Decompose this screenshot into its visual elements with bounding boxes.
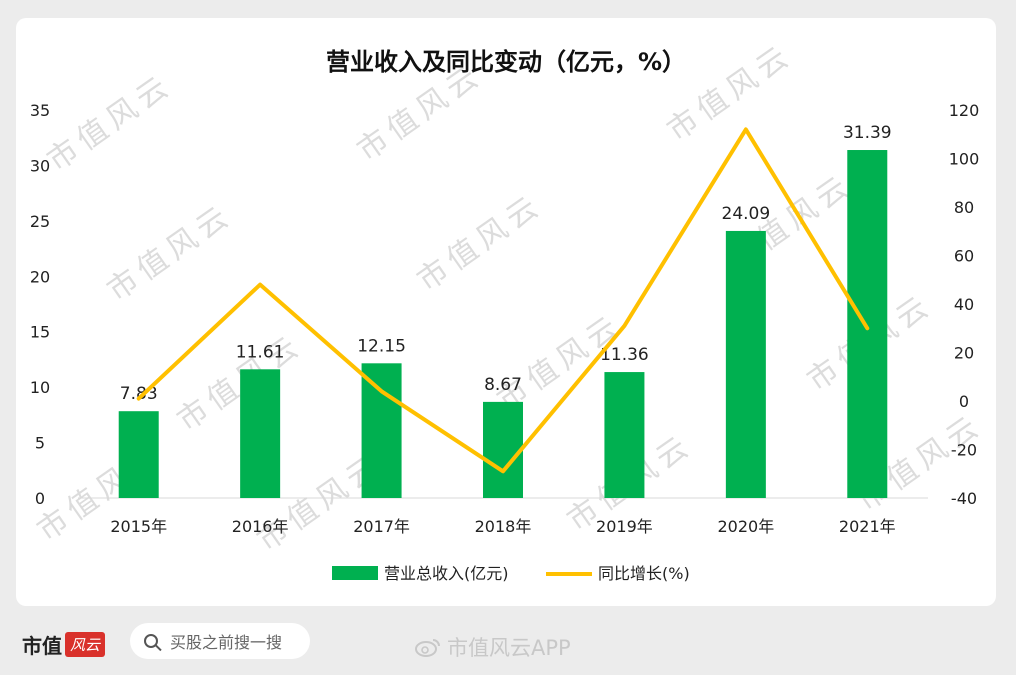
y-right-tick-label: -20 xyxy=(951,441,977,460)
y-left-tick-label: 25 xyxy=(30,212,50,231)
combo-chart: 营业收入及同比变动（亿元，%） 0 5 10 15 20 25 30 35 -40 -20 0 20 40… xyxy=(30,48,980,583)
bar-data-label: 11.36 xyxy=(600,345,649,365)
y-right-tick-label: 100 xyxy=(949,150,980,169)
x-tick-label: 2021年 xyxy=(839,517,896,536)
bar xyxy=(847,150,888,499)
y-right-tick-label: -40 xyxy=(951,489,977,508)
y-left-tick-label: 35 xyxy=(30,101,50,120)
chart-card: 市值风云 市值风云 市值风云 市值风云 市值风云 市值风云 市值风云 市值风云 … xyxy=(16,18,996,606)
y-right-tick-label: 80 xyxy=(954,198,974,217)
y-left-tick-label: 15 xyxy=(30,323,50,342)
legend-bar-label: 营业总收入(亿元) xyxy=(384,564,509,583)
bar xyxy=(118,411,159,498)
bar xyxy=(725,230,766,499)
bar xyxy=(240,369,281,498)
bar xyxy=(604,372,645,498)
footer-bar: 市值 风云 买股之前搜一搜 市值风云APP xyxy=(0,606,1016,675)
logo-text: 市值 xyxy=(22,634,62,658)
y-left-tick-label: 5 xyxy=(35,434,45,453)
bar-data-label: 11.61 xyxy=(236,342,285,362)
bar-data-label: 24.09 xyxy=(722,204,771,224)
growth-line xyxy=(136,127,870,474)
y-right-tick-label: 60 xyxy=(954,247,974,266)
x-tick-label: 2020年 xyxy=(717,517,774,536)
x-tick-label: 2018年 xyxy=(475,517,532,536)
weibo-text: 市值风云APP xyxy=(447,636,571,660)
y-right-tick-label: 0 xyxy=(959,392,969,411)
brand-logo: 市值 风云 xyxy=(22,630,106,659)
legend-bar-swatch xyxy=(332,566,378,580)
x-tick-label: 2017年 xyxy=(353,517,410,536)
y-left-tick-label: 20 xyxy=(30,267,50,286)
x-tick-label: 2015年 xyxy=(110,517,167,536)
y-right-tick-label: 20 xyxy=(954,344,974,363)
bar xyxy=(483,401,523,498)
search-box[interactable]: 买股之前搜一搜 xyxy=(130,623,310,659)
y-left-tick-label: 0 xyxy=(35,489,45,508)
bar-data-label: 12.15 xyxy=(357,336,406,356)
bar-data-label: 8.67 xyxy=(484,375,522,395)
y-left-tick-label: 10 xyxy=(30,378,50,397)
weibo-icon xyxy=(415,639,440,657)
legend-line-label: 同比增长(%) xyxy=(598,564,690,583)
bar xyxy=(361,363,402,498)
search-placeholder: 买股之前搜一搜 xyxy=(170,633,283,652)
weibo-handle: 市值风云APP xyxy=(415,632,571,662)
y-right-tick-label: 40 xyxy=(954,295,974,314)
x-tick-label: 2019年 xyxy=(596,517,653,536)
logo-badge: 风云 xyxy=(65,632,106,657)
chart-title: 营业收入及同比变动（亿元，%） xyxy=(326,48,686,76)
y-left-tick-label: 30 xyxy=(30,156,50,175)
x-tick-label: 2016年 xyxy=(232,517,289,536)
y-right-tick-label: 120 xyxy=(949,101,980,120)
search-icon xyxy=(144,634,158,648)
bar-data-label: 31.39 xyxy=(843,123,892,143)
